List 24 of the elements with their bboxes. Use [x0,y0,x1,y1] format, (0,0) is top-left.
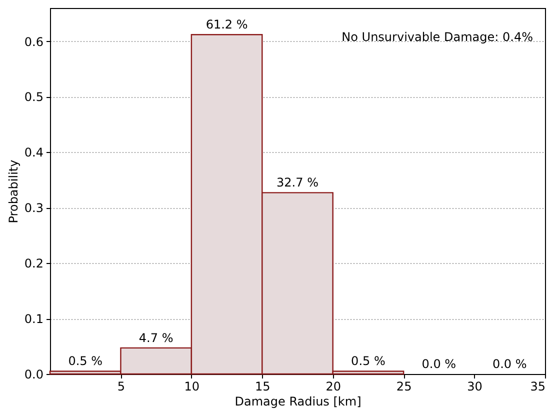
x-tick-label: 15 [255,380,270,394]
y-axis-title: Probability [6,160,20,224]
data-label: 0.0 % [422,357,456,371]
data-label: 0.5 % [351,354,386,368]
data-label: 32.7 % [276,176,318,190]
y-tick-label: 0.5 [24,90,44,104]
x-tick-label: 5 [117,380,126,394]
y-tick-label: 0.6 [24,34,44,49]
y-tick-label: 0.3 [24,201,44,216]
x-tick-label: 25 [396,380,412,394]
data-label: 0.5 % [68,354,103,368]
data-label: 61.2 % [206,18,248,32]
x-tick-label: 20 [326,380,341,394]
y-tick-label: 0.2 [24,256,44,271]
data-label: 0.0 % [492,357,527,371]
y-tick-label: 0.1 [24,312,44,326]
x-tick-label: 35 [530,380,546,394]
y-tick-label: 0.0 [24,368,44,382]
data-label: 4.7 % [138,330,174,345]
y-tick-label: 0.4 [24,146,44,160]
x-axis-title: Damage Radius [km] [234,394,362,408]
x-tick-label: 30 [467,380,482,394]
x-tick-label: 10 [184,380,200,394]
annotation: No Unsurvivable Damage: 0.4% [342,30,533,44]
